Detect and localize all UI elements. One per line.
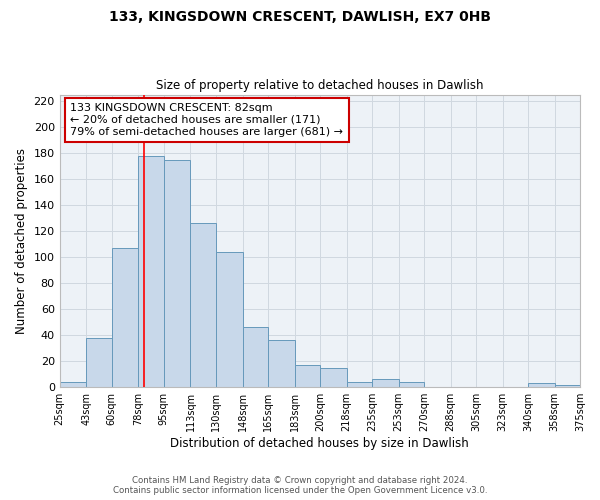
Y-axis label: Number of detached properties: Number of detached properties xyxy=(15,148,28,334)
Bar xyxy=(347,382,372,387)
Bar xyxy=(86,338,112,387)
X-axis label: Distribution of detached houses by size in Dawlish: Distribution of detached houses by size … xyxy=(170,437,469,450)
Title: Size of property relative to detached houses in Dawlish: Size of property relative to detached ho… xyxy=(156,79,484,92)
Text: 133 KINGSDOWN CRESCENT: 82sqm
← 20% of detached houses are smaller (171)
79% of : 133 KINGSDOWN CRESCENT: 82sqm ← 20% of d… xyxy=(70,104,343,136)
Bar xyxy=(164,160,190,387)
Text: Contains HM Land Registry data © Crown copyright and database right 2024.
Contai: Contains HM Land Registry data © Crown c… xyxy=(113,476,487,495)
Bar xyxy=(528,384,555,387)
Bar xyxy=(398,382,424,387)
Bar xyxy=(555,384,580,387)
Bar xyxy=(372,380,398,387)
Bar xyxy=(268,340,295,387)
Bar xyxy=(190,224,216,387)
Bar xyxy=(59,382,86,387)
Bar xyxy=(139,156,164,387)
Bar xyxy=(242,328,268,387)
Bar xyxy=(320,368,347,387)
Bar xyxy=(295,365,320,387)
Bar xyxy=(112,248,139,387)
Bar xyxy=(216,252,242,387)
Text: 133, KINGSDOWN CRESCENT, DAWLISH, EX7 0HB: 133, KINGSDOWN CRESCENT, DAWLISH, EX7 0H… xyxy=(109,10,491,24)
